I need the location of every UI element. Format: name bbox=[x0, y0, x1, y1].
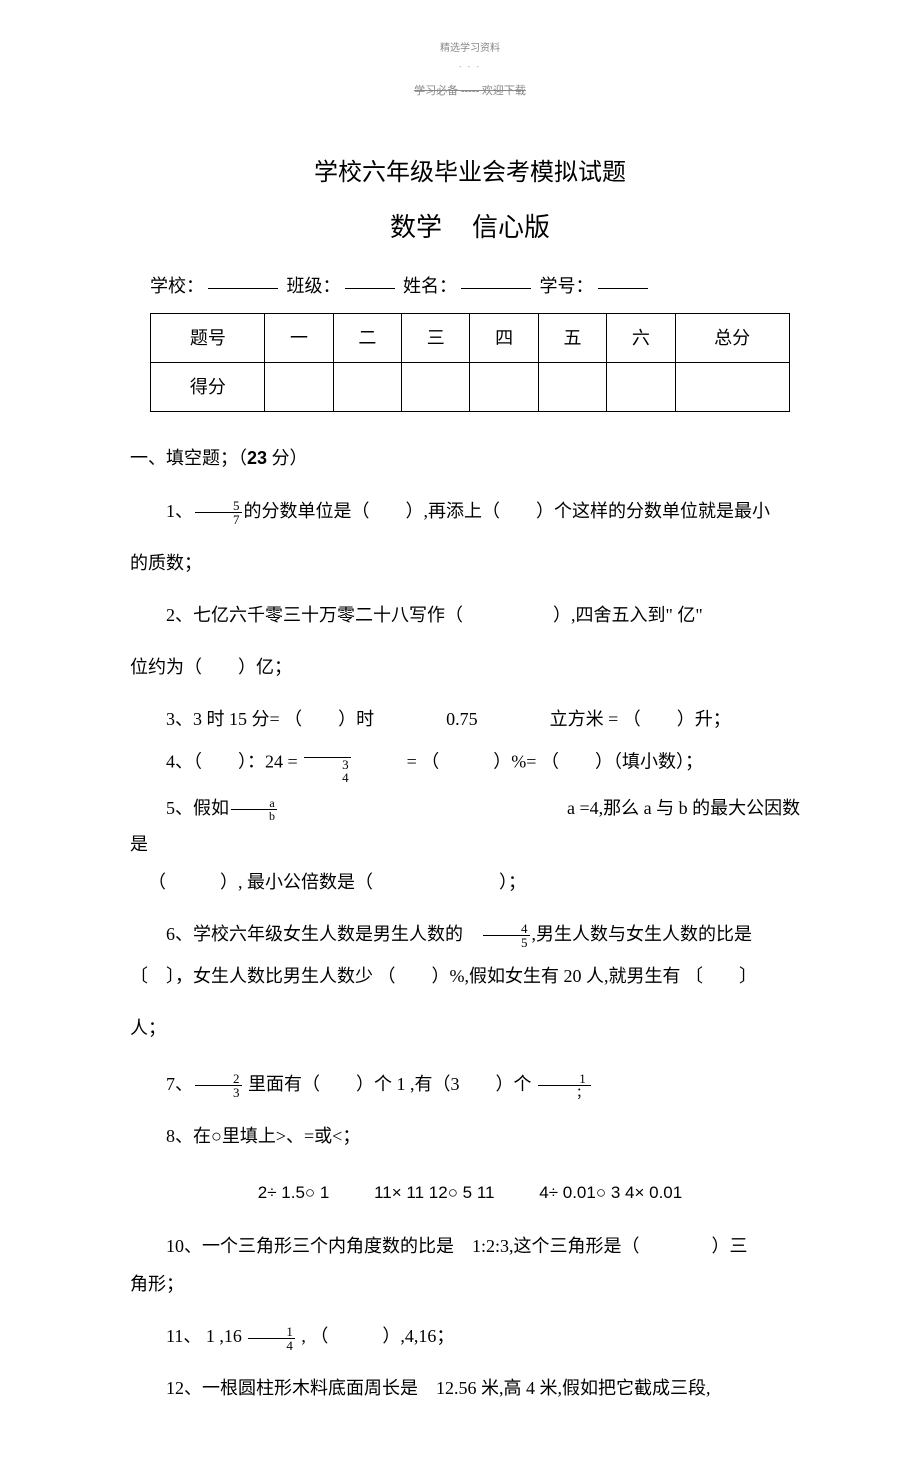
expr-3: 4÷ 0.01○ 3 4× 0.01 bbox=[539, 1183, 682, 1202]
exam-title: 学校六年级毕业会考模拟试题 bbox=[130, 152, 810, 195]
school-label: 学校： bbox=[150, 276, 204, 296]
score-cell bbox=[607, 362, 675, 411]
question-8: 8、在○里填上>、=或<； bbox=[130, 1118, 810, 1154]
fraction-2-3: 23 bbox=[195, 1072, 242, 1099]
score-table: 题号 一 二 三 四 五 六 总分 得分 bbox=[150, 313, 789, 413]
question-6: 6、学校六年级女生人数是男生人数的 45,男生人数与女生人数的比是 bbox=[130, 916, 810, 952]
question-11: 11、 1 ,16 14 , （ ）,4,16； bbox=[130, 1318, 810, 1354]
comparison-expressions: 2÷ 1.5○ 1 11× 11 12○ 5 11 4÷ 0.01○ 3 4× … bbox=[130, 1178, 810, 1209]
class-label: 班级： bbox=[287, 276, 341, 296]
score-cell bbox=[265, 362, 333, 411]
subject: 数学 bbox=[390, 213, 442, 242]
fraction-a-b: ab bbox=[231, 797, 277, 822]
score-cell bbox=[470, 362, 538, 411]
th-2: 二 bbox=[333, 313, 401, 362]
th-total: 总分 bbox=[675, 313, 789, 362]
question-7: 7、23 里面有（ ）个 1 ,有（3 ）个 1； bbox=[130, 1066, 810, 1102]
id-label: 学号： bbox=[540, 276, 594, 296]
fraction-3-4: 34 bbox=[304, 743, 351, 784]
watermark-strike: 学习必备 ----- 欢迎下载 bbox=[130, 82, 810, 102]
score-label: 得分 bbox=[151, 362, 265, 411]
watermark-text: 精选学习资料 bbox=[130, 40, 810, 58]
fraction-1-4: 14 bbox=[248, 1325, 295, 1352]
name-label: 姓名： bbox=[403, 276, 457, 296]
question-10-cont: 角形； bbox=[130, 1266, 810, 1302]
score-cell bbox=[538, 362, 606, 411]
exam-subtitle: 数学 信心版 bbox=[130, 205, 810, 252]
question-1: 1、57的分数单位是（ ）,再添上（ ）个这样的分数单位就是最小 bbox=[130, 493, 810, 529]
score-cell bbox=[402, 362, 470, 411]
section-1-title: 一、填空题；（23 分） bbox=[130, 442, 810, 474]
th-6: 六 bbox=[607, 313, 675, 362]
question-1-cont: 的质数； bbox=[130, 545, 810, 581]
th-3: 三 bbox=[402, 313, 470, 362]
question-6-cont1: 〔 〕，女生人数比男生人数少 （ ）%,假如女生有 20 人,就男生有 〔 〕 bbox=[130, 958, 810, 994]
question-2-cont: 位约为（ ）亿； bbox=[130, 649, 810, 685]
th-5: 五 bbox=[538, 313, 606, 362]
score-cell bbox=[675, 362, 789, 411]
score-cell bbox=[333, 362, 401, 411]
question-3: 3、3 时 15 分= （ ）时 0.75 立方米 = （ ）升； bbox=[130, 701, 810, 737]
watermark-dots: - - - bbox=[130, 60, 810, 74]
question-5-cont: （ ）, 最小公倍数是（ ）； bbox=[130, 864, 810, 900]
edition: 信心版 bbox=[472, 213, 550, 242]
expr-2: 11× 11 12○ 5 11 bbox=[374, 1183, 494, 1202]
question-10: 10、一个三角形三个内角度数的比是 1:2:3,这个三角形是（ ）三 bbox=[130, 1228, 810, 1264]
question-6-cont2: 人； bbox=[130, 1010, 810, 1046]
th-4: 四 bbox=[470, 313, 538, 362]
question-5: 5、假如ab a =4,那么 a 与 b 的最大公因数是 bbox=[130, 790, 810, 862]
th-num: 题号 bbox=[151, 313, 265, 362]
fraction-5-7: 57 bbox=[195, 499, 242, 526]
question-2: 2、七亿六千零三十万零二十八写作（ ）,四舍五入到" 亿" bbox=[130, 597, 810, 633]
fraction-4-5: 45 bbox=[483, 922, 530, 949]
question-4: 4、（ ）：24 = 34 = （ ）%= （ ）（填小数）； bbox=[130, 743, 810, 784]
fraction-1-x: 1； bbox=[538, 1072, 591, 1099]
student-info-line: 学校： 班级： 姓名： 学号： bbox=[130, 270, 810, 302]
question-12: 12、一根圆柱形木料底面周长是 12.56 米,高 4 米,假如把它截成三段, bbox=[130, 1370, 810, 1406]
expr-1: 2÷ 1.5○ 1 bbox=[258, 1183, 330, 1202]
th-1: 一 bbox=[265, 313, 333, 362]
